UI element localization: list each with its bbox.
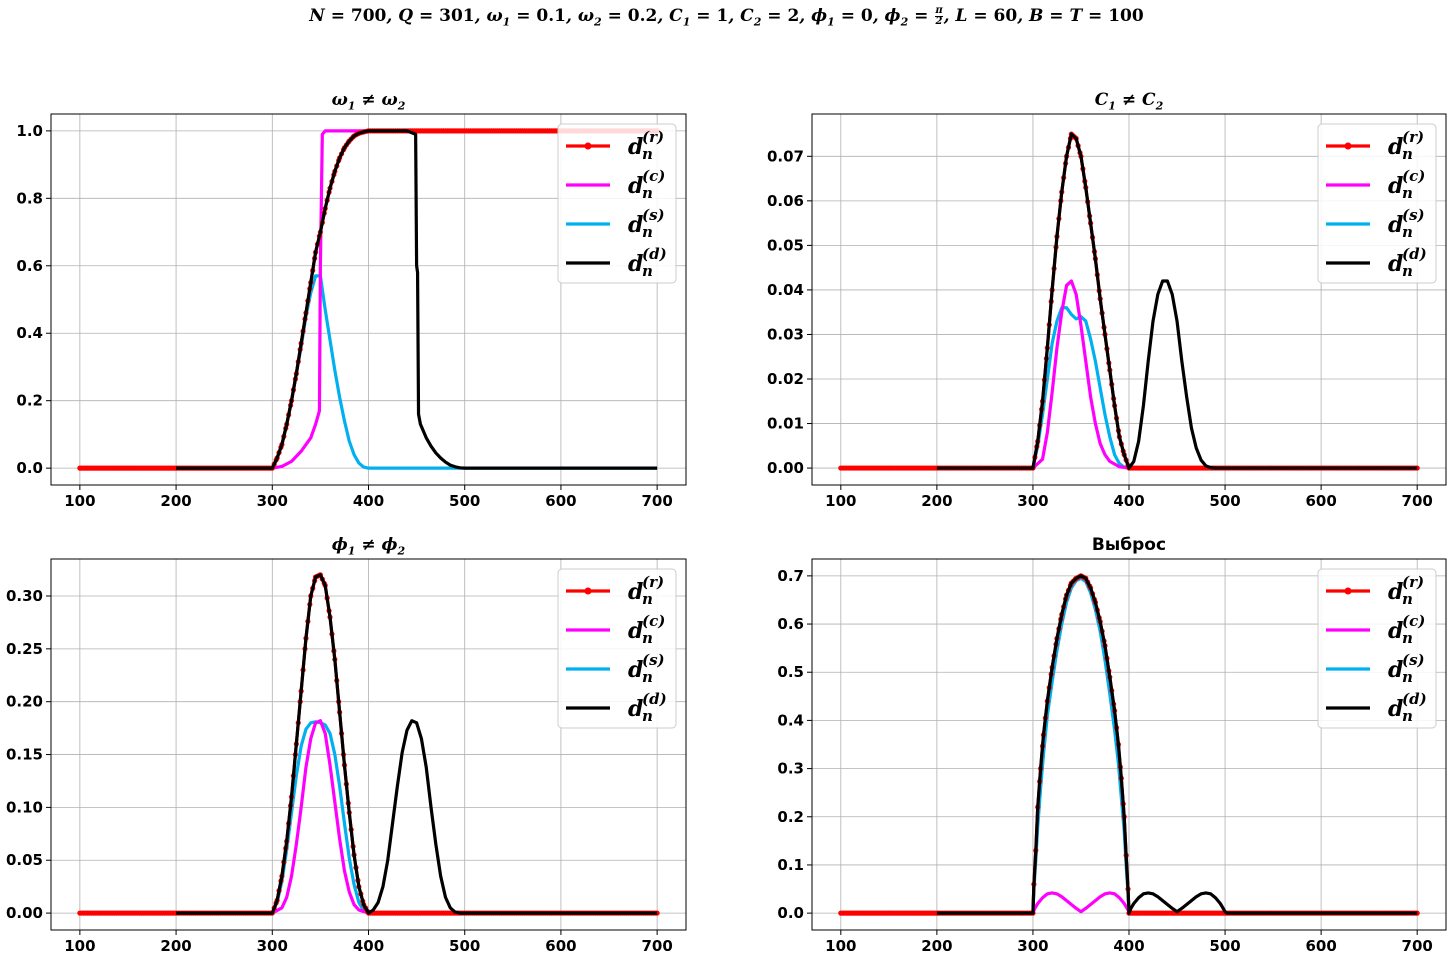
series-line-c (840, 279, 1418, 470)
x-tick-label: 500 (1209, 937, 1240, 955)
y-tick-label: 0.0 (16, 459, 43, 477)
legend-label-s: dn(s) (1388, 651, 1425, 686)
x-tick-label: 300 (257, 492, 288, 510)
x-tick-label: 500 (1209, 492, 1240, 510)
panel-title-2: C1 ≠ C2 (1094, 90, 1164, 113)
x-tick-label: 200 (921, 937, 952, 955)
axes-frame (50, 113, 687, 486)
legend-label-c: dn(c) (1388, 167, 1425, 202)
figure-title: N = 700, Q = 301, ω1 = 0.1, ω2 = 0.2, C1… (309, 5, 1144, 29)
x-tick-label: 100 (825, 937, 856, 955)
x-tick-label: 600 (545, 937, 576, 955)
x-tick-label: 100 (64, 937, 95, 955)
y-tick-label: 0.2 (777, 808, 804, 826)
axes-frame (811, 558, 1447, 931)
chart-panel-2: 100 200 300 400 500 600 700 0.00 0.01 0.02 0.03 0.0… (767, 113, 1447, 510)
y-tick-label: 0.20 (6, 693, 43, 711)
x-tick-label: 100 (825, 492, 856, 510)
y-tick-label: 0.15 (6, 746, 43, 764)
legend-label-r: dn(r) (1388, 128, 1424, 163)
x-tick-label: 200 (160, 937, 191, 955)
y-tick-label: 0.30 (6, 587, 43, 605)
y-tick-label: 0.02 (767, 370, 804, 388)
x-tick-label: 400 (1113, 937, 1144, 955)
legend-label-d: dn(d) (1388, 245, 1427, 280)
y-tick-label: 0.6 (16, 257, 43, 275)
series-line-d (176, 573, 658, 915)
panel-title-3: ϕ1 ≠ ϕ2 (331, 535, 406, 558)
series-line-d (936, 574, 1418, 915)
y-tick-label: 0.01 (767, 415, 804, 433)
legend-label-c: dn(c) (1388, 612, 1425, 647)
x-tick-label: 500 (449, 492, 480, 510)
y-tick-label: 0.05 (767, 236, 804, 254)
y-tick-label: 1.0 (16, 122, 43, 140)
chart-panel-1: 100 200 300 400 500 600 700 0.0 0.2 0.4 0.6 0.8 1.0 d… (16, 113, 687, 510)
x-tick-label: 600 (1305, 937, 1336, 955)
y-tick-label: 0.1 (777, 856, 804, 874)
y-tick-label: 0.2 (16, 392, 43, 410)
series-line-d (936, 132, 1418, 470)
x-tick-label: 100 (64, 492, 95, 510)
legend: dn(r) dn(c) dn(s) dn(d) (1317, 568, 1437, 729)
series-line-d (176, 129, 658, 470)
x-tick-label: 400 (353, 492, 384, 510)
y-tick-label: 0.06 (767, 192, 804, 210)
y-tick-label: 0.4 (16, 324, 43, 342)
legend-label-c: dn(c) (628, 167, 665, 202)
panel-title-1: ω1 ≠ ω2 (331, 90, 406, 113)
y-tick-label: 0.3 (777, 760, 804, 778)
chart-panel-3: 100 200 300 400 500 600 700 0.00 0.05 0.10 0.15 0.2… (6, 558, 687, 955)
y-tick-label: 0.05 (6, 851, 43, 869)
legend: dn(r) dn(c) dn(s) dn(d) (557, 123, 677, 284)
y-tick-label: 0.5 (777, 663, 804, 681)
legend-label-r: dn(r) (628, 128, 664, 163)
x-tick-label: 300 (257, 937, 288, 955)
axes-frame (811, 113, 1447, 486)
y-tick-label: 0.04 (767, 281, 804, 299)
legend: dn(r) dn(c) dn(s) dn(d) (557, 568, 677, 729)
x-tick-label: 600 (545, 492, 576, 510)
legend-label-c: dn(c) (628, 612, 665, 647)
legend-label-r: dn(r) (1388, 573, 1424, 608)
y-tick-label: 0.8 (16, 189, 43, 207)
y-tick-label: 0.03 (767, 325, 804, 343)
legend-label-r: dn(r) (628, 573, 664, 608)
legend-label-d: dn(d) (1388, 690, 1427, 725)
panel-title-text: Выброс (1091, 535, 1167, 555)
y-tick-label: 0.07 (767, 147, 804, 165)
legend-label-s: dn(s) (1388, 206, 1425, 241)
x-tick-label: 700 (1402, 937, 1433, 955)
legend-label-s: dn(s) (628, 206, 665, 241)
y-tick-label: 0.0 (777, 904, 804, 922)
legend: dn(r) dn(c) dn(s) dn(d) (1317, 123, 1437, 284)
x-tick-label: 200 (921, 492, 952, 510)
x-tick-label: 700 (641, 492, 672, 510)
legend-label-d: dn(d) (628, 690, 667, 725)
x-tick-label: 200 (160, 492, 191, 510)
x-tick-label: 400 (353, 937, 384, 955)
x-tick-label: 300 (1017, 937, 1048, 955)
y-tick-label: 0.7 (777, 567, 804, 585)
x-tick-label: 600 (1305, 492, 1336, 510)
y-tick-label: 0.4 (777, 711, 804, 729)
x-tick-label: 300 (1017, 492, 1048, 510)
y-tick-label: 0.10 (6, 798, 43, 816)
x-tick-label: 500 (449, 937, 480, 955)
x-tick-label: 700 (1402, 492, 1433, 510)
x-tick-label: 700 (641, 937, 672, 955)
legend-label-s: dn(s) (628, 651, 665, 686)
x-tick-label: 400 (1113, 492, 1144, 510)
y-tick-label: 0.00 (6, 904, 43, 922)
legend-label-d: dn(d) (628, 245, 667, 280)
chart-panel-4: 100 200 300 400 500 600 700 0.0 0.1 0.2 0.3 0.4 0.5 0… (777, 558, 1447, 955)
axes-frame (50, 558, 687, 931)
y-tick-label: 0.00 (767, 459, 804, 477)
y-tick-label: 0.25 (6, 640, 43, 658)
panel-title-4: Выброс (812, 535, 1446, 555)
y-tick-label: 0.6 (777, 615, 804, 633)
series-line-c (79, 719, 658, 915)
